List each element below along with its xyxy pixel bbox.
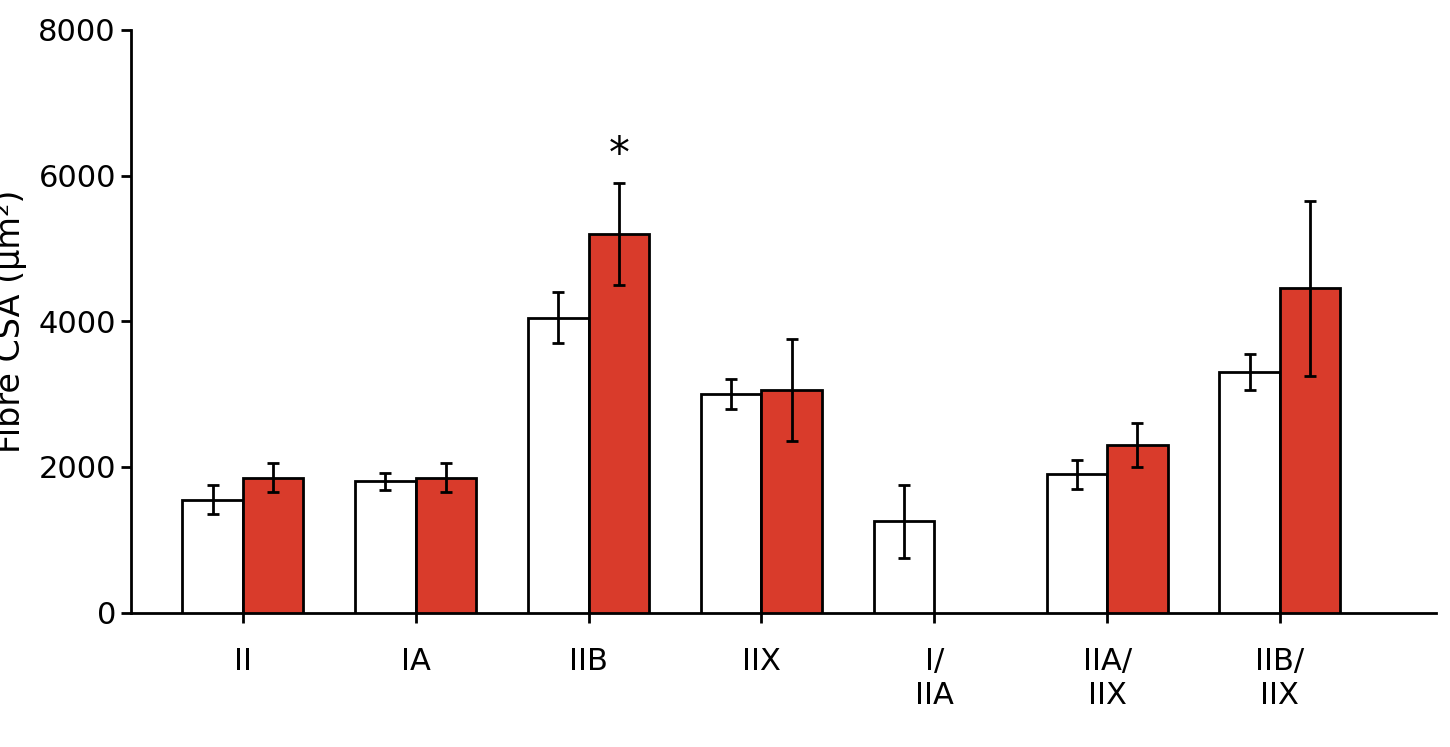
Bar (1219, 372, 1280, 613)
Text: IA: IA (400, 648, 431, 677)
Bar (589, 234, 650, 613)
Bar (242, 478, 303, 613)
Bar (183, 500, 242, 613)
Text: IIA/
IIX: IIA/ IIX (1083, 648, 1131, 710)
Bar (416, 478, 476, 613)
Y-axis label: Fibre CSA (μm²): Fibre CSA (μm²) (0, 190, 28, 453)
Text: *: * (609, 134, 629, 176)
Text: II: II (233, 648, 252, 677)
Text: IIB/
IIX: IIB/ IIX (1256, 648, 1305, 710)
Bar (700, 394, 761, 613)
Text: IIB: IIB (568, 648, 608, 677)
Text: I/
IIA: I/ IIA (915, 648, 954, 710)
Bar (528, 317, 589, 613)
Bar (355, 482, 416, 613)
Bar (874, 521, 934, 613)
Bar (1047, 474, 1108, 613)
Text: IIX: IIX (742, 648, 782, 677)
Bar (1280, 288, 1340, 613)
Bar (761, 391, 822, 613)
Bar (1108, 445, 1167, 613)
